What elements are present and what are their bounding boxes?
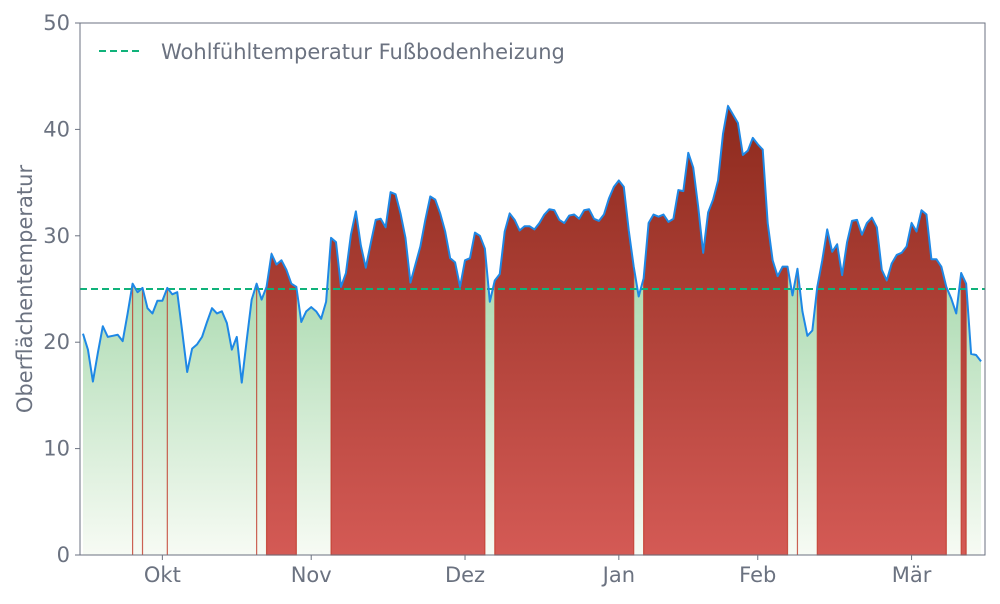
area-layer <box>83 106 981 555</box>
x-tick-label: Jan <box>601 563 635 587</box>
y-tick-label: 20 <box>43 330 70 354</box>
x-tick-label: Dez <box>445 563 485 587</box>
above-threshold-area <box>961 273 966 555</box>
x-tick-label: Mär <box>892 563 932 587</box>
y-tick-label: 50 <box>43 11 70 35</box>
above-threshold-area <box>331 192 485 555</box>
above-threshold-area <box>644 106 788 555</box>
y-tick-label: 40 <box>43 117 70 141</box>
x-tick-label: Feb <box>739 563 776 587</box>
x-tick-label: Okt <box>144 563 181 587</box>
y-tick-label: 30 <box>43 224 70 248</box>
above-threshold-area <box>267 254 297 555</box>
y-tick-label: 0 <box>57 543 70 567</box>
y-tick-label: 10 <box>43 437 70 461</box>
x-tick-label: Nov <box>291 563 332 587</box>
legend: Wohlfühltemperatur Fußbodenheizung <box>99 40 565 64</box>
above-threshold-area <box>495 180 634 555</box>
legend-threshold-label: Wohlfühltemperatur Fußbodenheizung <box>161 40 565 64</box>
y-axis-label: Oberflächentemperatur <box>13 165 37 414</box>
